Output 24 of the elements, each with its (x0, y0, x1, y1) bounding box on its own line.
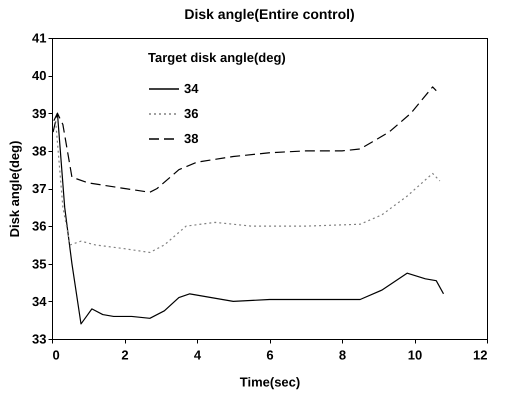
legend-title: Target disk angle(deg) (148, 50, 286, 65)
y-axis-title: Disk angle(deg) (7, 140, 22, 238)
x-tick-label: 4 (194, 348, 202, 362)
y-tick-label: 34 (32, 294, 48, 309)
y-tick-label: 39 (32, 106, 46, 121)
y-tick-label: 36 (32, 218, 46, 234)
y-tick-label: 38 (32, 143, 46, 158)
y-tick-label: 33 (32, 332, 46, 346)
x-tick-label: 12 (473, 348, 488, 362)
x-tick-label: 2 (121, 348, 129, 362)
x-tick-label: 0 (52, 348, 60, 362)
x-tick-label: 6 (266, 348, 274, 362)
line-series (55, 120, 440, 254)
legend-label: 38 (184, 131, 198, 146)
x-axis-title: Time(sec) (240, 374, 300, 390)
x-tick-label: 8 (338, 348, 346, 362)
legend-label: 34 (184, 81, 200, 96)
y-tick-label: 37 (32, 181, 46, 196)
legend-label: 36 (184, 106, 198, 121)
y-tick-label: 35 (32, 256, 46, 272)
y-tick-label: 41 (32, 30, 46, 46)
chart-title: Disk angle(Entire control) (184, 6, 355, 22)
y-tick-label: 40 (32, 68, 46, 84)
x-tick-label: 10 (408, 348, 422, 362)
